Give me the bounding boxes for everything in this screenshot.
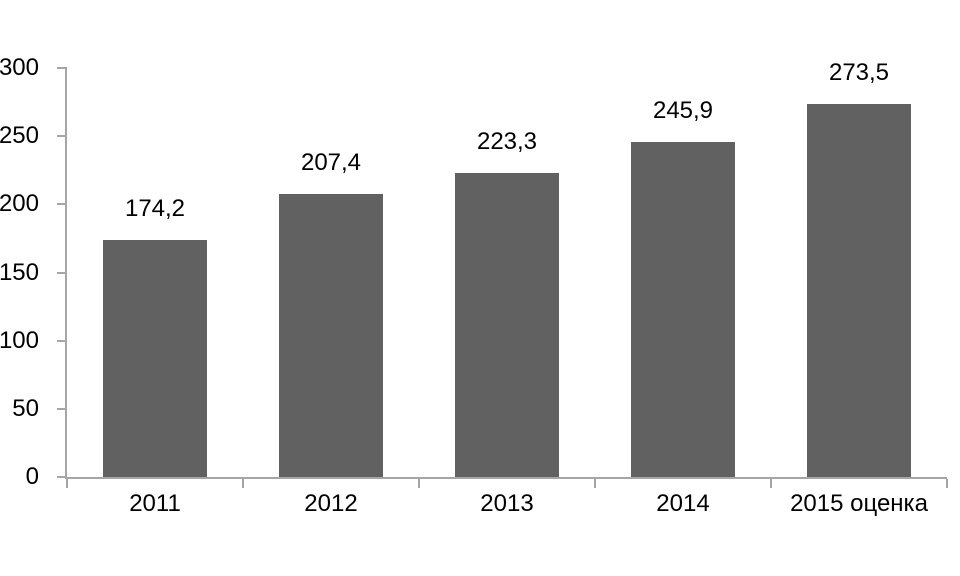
y-axis-tick-label: 0 [25, 463, 39, 490]
x-axis-category-label: 2011 [129, 490, 181, 517]
y-axis-tick-label: 150 [0, 258, 39, 286]
x-axis-tick [418, 479, 420, 488]
bar [807, 104, 911, 477]
x-axis-category-label: 2012 [304, 490, 358, 517]
x-axis-category-label: 2014 [656, 490, 710, 517]
x-axis-tick [770, 479, 772, 488]
x-axis-line [65, 477, 947, 479]
y-axis-tick-label: 250 [0, 122, 39, 150]
bar-value-label: 207,4 [300, 149, 362, 177]
y-axis-tick-label: 300 [0, 54, 39, 81]
y-axis-tick [57, 339, 67, 342]
bar [103, 239, 207, 477]
bar [455, 172, 559, 477]
y-axis-tick [57, 203, 67, 206]
x-axis-category-label: 2013 [480, 490, 534, 517]
y-axis-tick-label: 200 [0, 190, 39, 218]
bar [279, 194, 383, 477]
x-axis-tick [66, 479, 68, 488]
bar-value-label: 273,5 [828, 59, 890, 87]
y-axis-tick [57, 407, 67, 410]
y-axis-tick [57, 476, 67, 478]
x-axis-category-label: 2015 оценка [790, 490, 928, 517]
x-axis-tick [946, 479, 948, 488]
y-axis-tick [57, 67, 67, 69]
x-axis-tick [594, 479, 596, 488]
bar-value-label: 223,3 [476, 127, 538, 155]
y-axis-tick-label: 100 [0, 326, 39, 354]
bar-value-label: 245,9 [652, 96, 714, 124]
y-axis-tick [57, 271, 67, 274]
y-axis-tick [57, 135, 67, 138]
x-axis-tick [242, 479, 244, 488]
bar-value-label: 174,2 [124, 194, 186, 222]
y-axis-tick-label: 50 [12, 394, 39, 422]
bar [631, 141, 735, 477]
y-axis-line [65, 68, 67, 479]
